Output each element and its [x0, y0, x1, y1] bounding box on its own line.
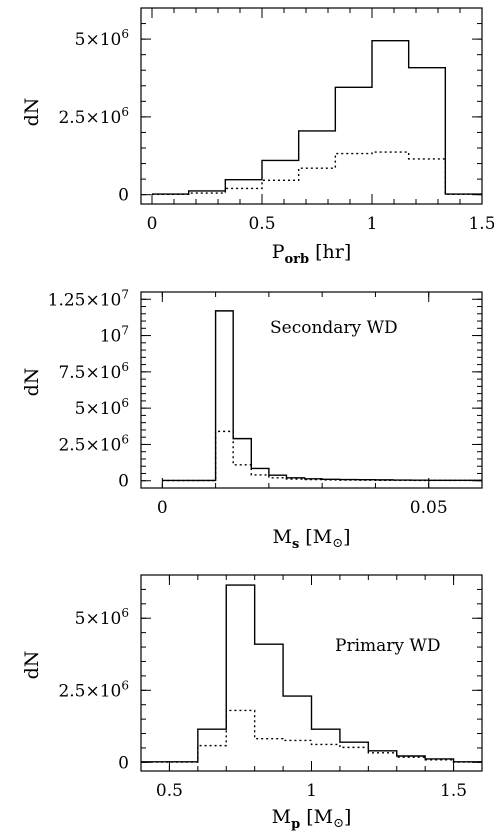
y-axis-label: dN: [21, 98, 43, 127]
x-tick-label: 0: [147, 214, 158, 234]
histogram-solid-series: [152, 39, 482, 195]
y-tick-label: 107: [100, 324, 129, 347]
y-tick-label: 2.5×106: [58, 678, 129, 701]
panel-secondary-mass: 0 0.05 0 2.5×106 5×106 7.5×106 107 1.25×107 dN Ms…: [21, 287, 483, 552]
y-tick-label: 5×106: [75, 396, 129, 419]
panel-primary-mass: 0.5 1 1.5 0 2.5×106 5×106 dN Mp [M⊙] Primary WD: [21, 574, 483, 832]
plot-frame: [140, 574, 483, 772]
panel-annotation: Primary WD: [335, 636, 441, 656]
y-axis-label: dN: [21, 651, 43, 680]
x-tick-label: 1.5: [468, 214, 494, 234]
x-tick-label: 0.5: [156, 781, 183, 801]
histogram-dotted-series: [141, 709, 482, 763]
y-tick-label: 1.25×107: [48, 287, 129, 310]
x-tick-label: 0.05: [410, 498, 448, 518]
x-tick-label: 1: [367, 214, 378, 234]
histogram-dotted-series: [152, 151, 482, 196]
y-tick-label: 5×106: [75, 606, 129, 629]
y-tick-label: 0: [118, 753, 129, 773]
x-axis-label: Porb [hr]: [272, 241, 352, 267]
histogram-dotted-series: [162, 430, 482, 482]
x-axis-label: Ms [M⊙]: [272, 526, 350, 552]
x-axis-label: Mp [M⊙]: [272, 806, 352, 832]
x-tick-label: 1: [306, 781, 317, 801]
x-tick-label: 0: [157, 498, 168, 518]
x-tick-label: 0.5: [248, 214, 275, 234]
plot-frame: [140, 291, 483, 489]
plot-frame: [140, 7, 483, 205]
y-tick-label: 0: [118, 472, 129, 492]
y-tick-label: 7.5×106: [58, 360, 129, 383]
y-axis-label: dN: [21, 368, 43, 397]
y-tick-label: 2.5×106: [58, 105, 129, 128]
y-tick-label: 0: [118, 186, 129, 206]
x-tick-label: 1.5: [440, 781, 467, 801]
y-tick-label: 5×106: [75, 27, 129, 50]
histogram-solid-series: [141, 584, 482, 763]
y-tick-label: 2.5×106: [58, 432, 129, 455]
panel-annotation: Secondary WD: [270, 318, 398, 338]
panel-orbital-period: 0 0.5 1 1.5 0 2.5×106 5×106 dN Porb [hr]: [21, 7, 494, 267]
histogram-solid-series: [162, 310, 482, 482]
